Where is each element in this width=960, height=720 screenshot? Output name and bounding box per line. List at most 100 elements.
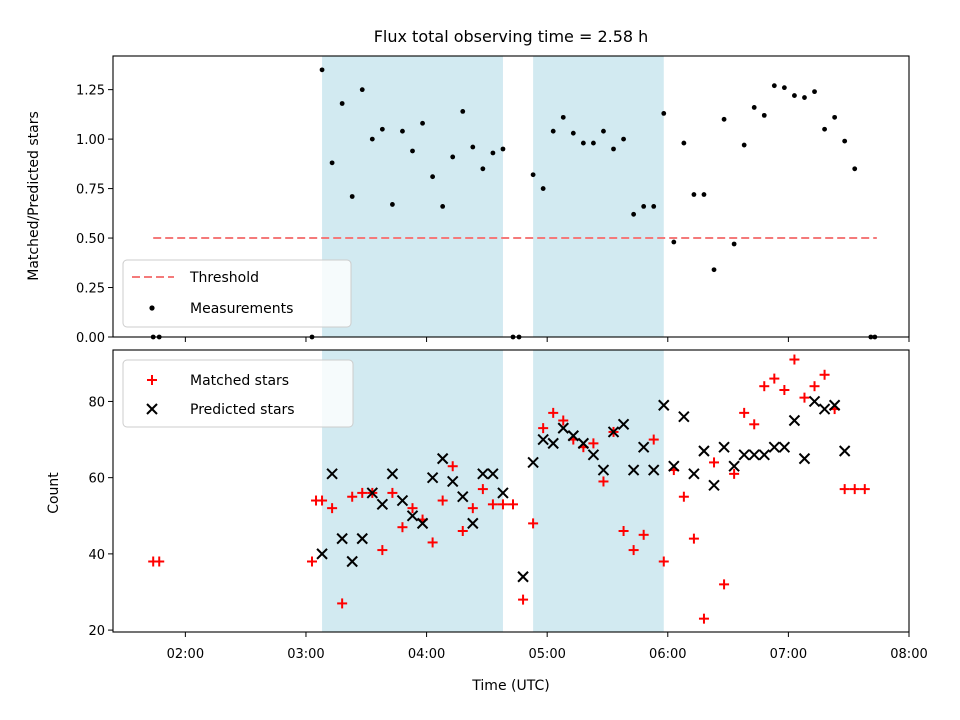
predicted-point bbox=[426, 471, 439, 484]
predicted-point bbox=[577, 437, 590, 450]
predicted-point bbox=[718, 441, 730, 453]
measurement-point bbox=[671, 239, 677, 245]
measurement-point bbox=[621, 136, 626, 142]
top-legend-box bbox=[122, 259, 352, 328]
predicted-point bbox=[477, 468, 489, 480]
bottom-axes-frame bbox=[112, 349, 910, 633]
matched-point bbox=[558, 415, 569, 426]
predicted-point bbox=[547, 437, 559, 450]
measurement-point bbox=[842, 138, 848, 144]
matched-point bbox=[307, 556, 317, 567]
matched-point bbox=[598, 476, 609, 487]
measurement-point bbox=[761, 112, 767, 118]
matched-point bbox=[809, 381, 820, 392]
bottom-y-axis: 20 40 60 80 bbox=[88, 395, 113, 639]
predicted-point bbox=[668, 460, 680, 472]
measurement-point bbox=[580, 140, 586, 146]
predicted-point bbox=[678, 410, 690, 423]
x-tick-label: 07:00 bbox=[770, 647, 807, 662]
measurement-point bbox=[741, 142, 747, 148]
matched-point bbox=[678, 491, 689, 502]
measurement-point bbox=[390, 202, 395, 207]
measurement-point bbox=[319, 67, 325, 73]
predicted-point bbox=[557, 422, 569, 434]
matched-point bbox=[688, 533, 699, 544]
y-tick-label: 0.75 bbox=[76, 183, 105, 198]
matched-point bbox=[447, 461, 458, 472]
predicted-point bbox=[497, 487, 509, 499]
matched-point bbox=[859, 484, 870, 495]
matched-point bbox=[357, 487, 368, 498]
matched-point bbox=[377, 545, 388, 556]
matched-point bbox=[588, 438, 599, 449]
predicted-point bbox=[366, 487, 379, 499]
measurement-point bbox=[661, 110, 667, 116]
predicted-point bbox=[838, 445, 851, 457]
top-axes-frame bbox=[112, 55, 910, 338]
predicted-point bbox=[527, 456, 539, 469]
matched-point bbox=[698, 613, 709, 624]
predicted-point bbox=[487, 468, 499, 480]
measurement-point bbox=[771, 83, 777, 89]
measurement-point bbox=[852, 166, 858, 172]
x-tick-label: 04:00 bbox=[408, 647, 445, 662]
predicted-point bbox=[326, 468, 338, 480]
predicted-point bbox=[758, 449, 770, 461]
measurement-point bbox=[731, 241, 737, 247]
matched-legend-label: Matched stars bbox=[190, 373, 289, 389]
y-tick-label: 60 bbox=[88, 472, 105, 487]
matched-point bbox=[497, 499, 508, 510]
y-tick-label: 0.50 bbox=[76, 232, 105, 247]
measurement-point bbox=[400, 128, 405, 134]
measurement-point bbox=[440, 203, 446, 209]
predicted-point bbox=[457, 491, 469, 503]
measurement-point bbox=[329, 160, 335, 166]
matched-point bbox=[618, 526, 629, 537]
predicted-point bbox=[537, 433, 549, 446]
predicted-point bbox=[597, 464, 610, 476]
measurement-point bbox=[490, 150, 496, 156]
measurement-point bbox=[470, 144, 476, 150]
y-tick-label: 0.25 bbox=[76, 282, 105, 297]
predicted-point bbox=[356, 532, 368, 545]
measurement-point bbox=[832, 114, 838, 120]
measurement-point bbox=[480, 166, 486, 172]
predicted-point bbox=[748, 449, 760, 461]
measurement-point bbox=[681, 140, 687, 146]
measurements-legend-label: Measurements bbox=[190, 301, 293, 317]
y-tick-label: 40 bbox=[88, 548, 105, 563]
matched-point bbox=[729, 468, 740, 479]
predicted-point bbox=[738, 449, 750, 461]
matched-point bbox=[457, 526, 468, 537]
bottom-y-axis-label: Count bbox=[46, 472, 62, 514]
measurement-point bbox=[751, 105, 757, 110]
matched-legend-swatch bbox=[147, 375, 157, 385]
bottom-legend-box bbox=[122, 359, 354, 428]
matched-point bbox=[508, 499, 519, 510]
matched-point bbox=[769, 373, 780, 384]
measurement-point bbox=[781, 85, 787, 91]
matched-point bbox=[317, 495, 328, 506]
predicted-point bbox=[396, 494, 409, 507]
y-tick-label: 0.00 bbox=[76, 331, 105, 346]
predicted-point bbox=[728, 460, 740, 472]
predicted-point bbox=[376, 498, 389, 511]
predicted-point bbox=[587, 449, 600, 461]
x-tick-label: 02:00 bbox=[167, 647, 204, 662]
measurement-point bbox=[369, 136, 375, 142]
matched-point bbox=[839, 484, 850, 495]
predicted-legend-label: Predicted stars bbox=[190, 402, 295, 418]
matched-point bbox=[648, 434, 659, 445]
measurement-point bbox=[349, 194, 355, 199]
predicted-point bbox=[627, 464, 640, 476]
measurement-point bbox=[812, 89, 817, 95]
y-tick-label: 1.00 bbox=[76, 133, 105, 148]
matched-point bbox=[739, 407, 750, 418]
measurement-point bbox=[430, 174, 436, 180]
measurement-point bbox=[792, 93, 797, 98]
predicted-point bbox=[818, 403, 831, 415]
matched-point bbox=[407, 503, 418, 514]
measurement-point bbox=[379, 126, 385, 132]
predicted-point bbox=[316, 548, 328, 560]
